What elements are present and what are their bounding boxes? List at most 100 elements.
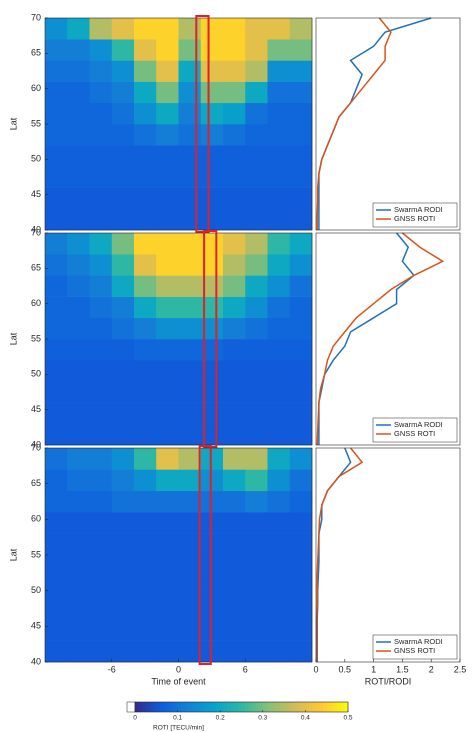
heat-cell (289, 448, 313, 470)
heat-cell (111, 469, 135, 492)
heat-cell (134, 60, 157, 82)
heat-cell (89, 619, 113, 641)
heat-cell (156, 18, 179, 40)
heat-cell (89, 145, 113, 167)
heat-cell (156, 640, 179, 663)
heat-cell (67, 512, 90, 534)
event-window (198, 445, 212, 665)
y-tick-label: 60 (31, 298, 41, 308)
heat-cell (245, 533, 268, 556)
heat-cell (67, 39, 90, 61)
heat-cell (134, 576, 157, 599)
heat-cell (89, 448, 113, 470)
heat-cell (267, 145, 291, 167)
heat-cell (89, 555, 113, 577)
heat-cell (289, 555, 313, 577)
heat-cell (245, 208, 268, 231)
heat-cell (289, 576, 313, 599)
heat-cell (178, 381, 202, 403)
colorbar-swatch (174, 702, 178, 712)
heat-cell (89, 187, 113, 210)
x-axis-label: Time of event (151, 676, 206, 686)
colorbar-swatch (149, 702, 154, 712)
heat-cell (111, 490, 135, 513)
heat-cell (45, 640, 68, 663)
heat-cell (223, 402, 246, 425)
heat-cell (45, 39, 68, 61)
colorbar-swatch (326, 702, 331, 712)
heat-cell (134, 597, 157, 620)
heat-cell (89, 381, 113, 403)
colorbar-swatch (198, 702, 203, 712)
colorbar-label: ROTI [TECU/min] (153, 725, 204, 732)
colorbar-tick-label: 0 (133, 715, 137, 722)
heat-cell (178, 18, 202, 40)
colorbar-swatch (234, 702, 239, 712)
heat-cell (289, 381, 313, 403)
heat-cell (245, 39, 268, 61)
colorbar-swatch (330, 702, 335, 712)
colorbar-swatch (184, 702, 189, 712)
heat-cell (245, 254, 268, 276)
heat-cell (289, 423, 313, 446)
heat-cell (67, 469, 90, 492)
y-tick-label: 45 (31, 621, 41, 631)
colorbar-swatch (216, 702, 221, 712)
colorbar-swatch (277, 702, 281, 712)
heat-cell (156, 381, 179, 403)
heat-cell (178, 576, 202, 599)
heat-cell (289, 145, 313, 167)
heat-cell (45, 60, 68, 82)
heat-cell (223, 145, 246, 167)
heat-cell (178, 402, 202, 425)
heat-cell (67, 317, 90, 340)
x-tick-label: 2 (429, 664, 434, 674)
colorbar-swatch (188, 702, 193, 712)
heat-cell (45, 145, 68, 167)
heat-cell (45, 18, 68, 40)
y-tick-label: 45 (31, 189, 41, 199)
heat-cell (67, 619, 90, 641)
heat-cell (267, 576, 291, 599)
heat-cell (289, 81, 313, 104)
heat-cell (267, 512, 291, 534)
heat-cell (134, 317, 157, 340)
heat-cell (223, 339, 246, 361)
heat-cell (134, 187, 157, 210)
heat-cell (134, 233, 157, 255)
heat-cell (245, 576, 268, 599)
colorbar-swatch (266, 702, 271, 712)
heat-cell (267, 317, 291, 340)
heat-cell (67, 187, 90, 210)
axes-box (315, 447, 461, 663)
heat-cell (111, 124, 135, 146)
heat-cell (67, 402, 90, 425)
heat-cell (289, 208, 313, 231)
heat-cell (89, 423, 113, 446)
heat-cell (289, 533, 313, 556)
heat-cell (89, 317, 113, 340)
heat-cell (223, 448, 246, 470)
heat-cell (156, 512, 179, 534)
heat-cell (156, 469, 179, 492)
heat-cell (289, 233, 313, 255)
heat-cell (89, 275, 113, 297)
heat-cell (223, 640, 246, 663)
heat-cell (245, 469, 268, 492)
x-tick-label: 0 (176, 664, 181, 674)
colorbar-swatch (145, 702, 150, 712)
heat-cell (289, 640, 313, 663)
heat-cell (289, 512, 313, 534)
heat-cell (89, 469, 113, 492)
colorbar-swatch (308, 702, 313, 712)
heat-cell (178, 81, 202, 104)
heat-cell (111, 402, 135, 425)
heat-cell (45, 512, 68, 534)
heat-cell (89, 402, 113, 425)
x-tick-label: 1.5 (396, 664, 409, 674)
heat-cell (223, 275, 246, 297)
heat-cell (111, 576, 135, 599)
heat-cell (200, 576, 224, 599)
y-tick-label: 40 (31, 439, 41, 449)
heat-cell (289, 39, 313, 61)
